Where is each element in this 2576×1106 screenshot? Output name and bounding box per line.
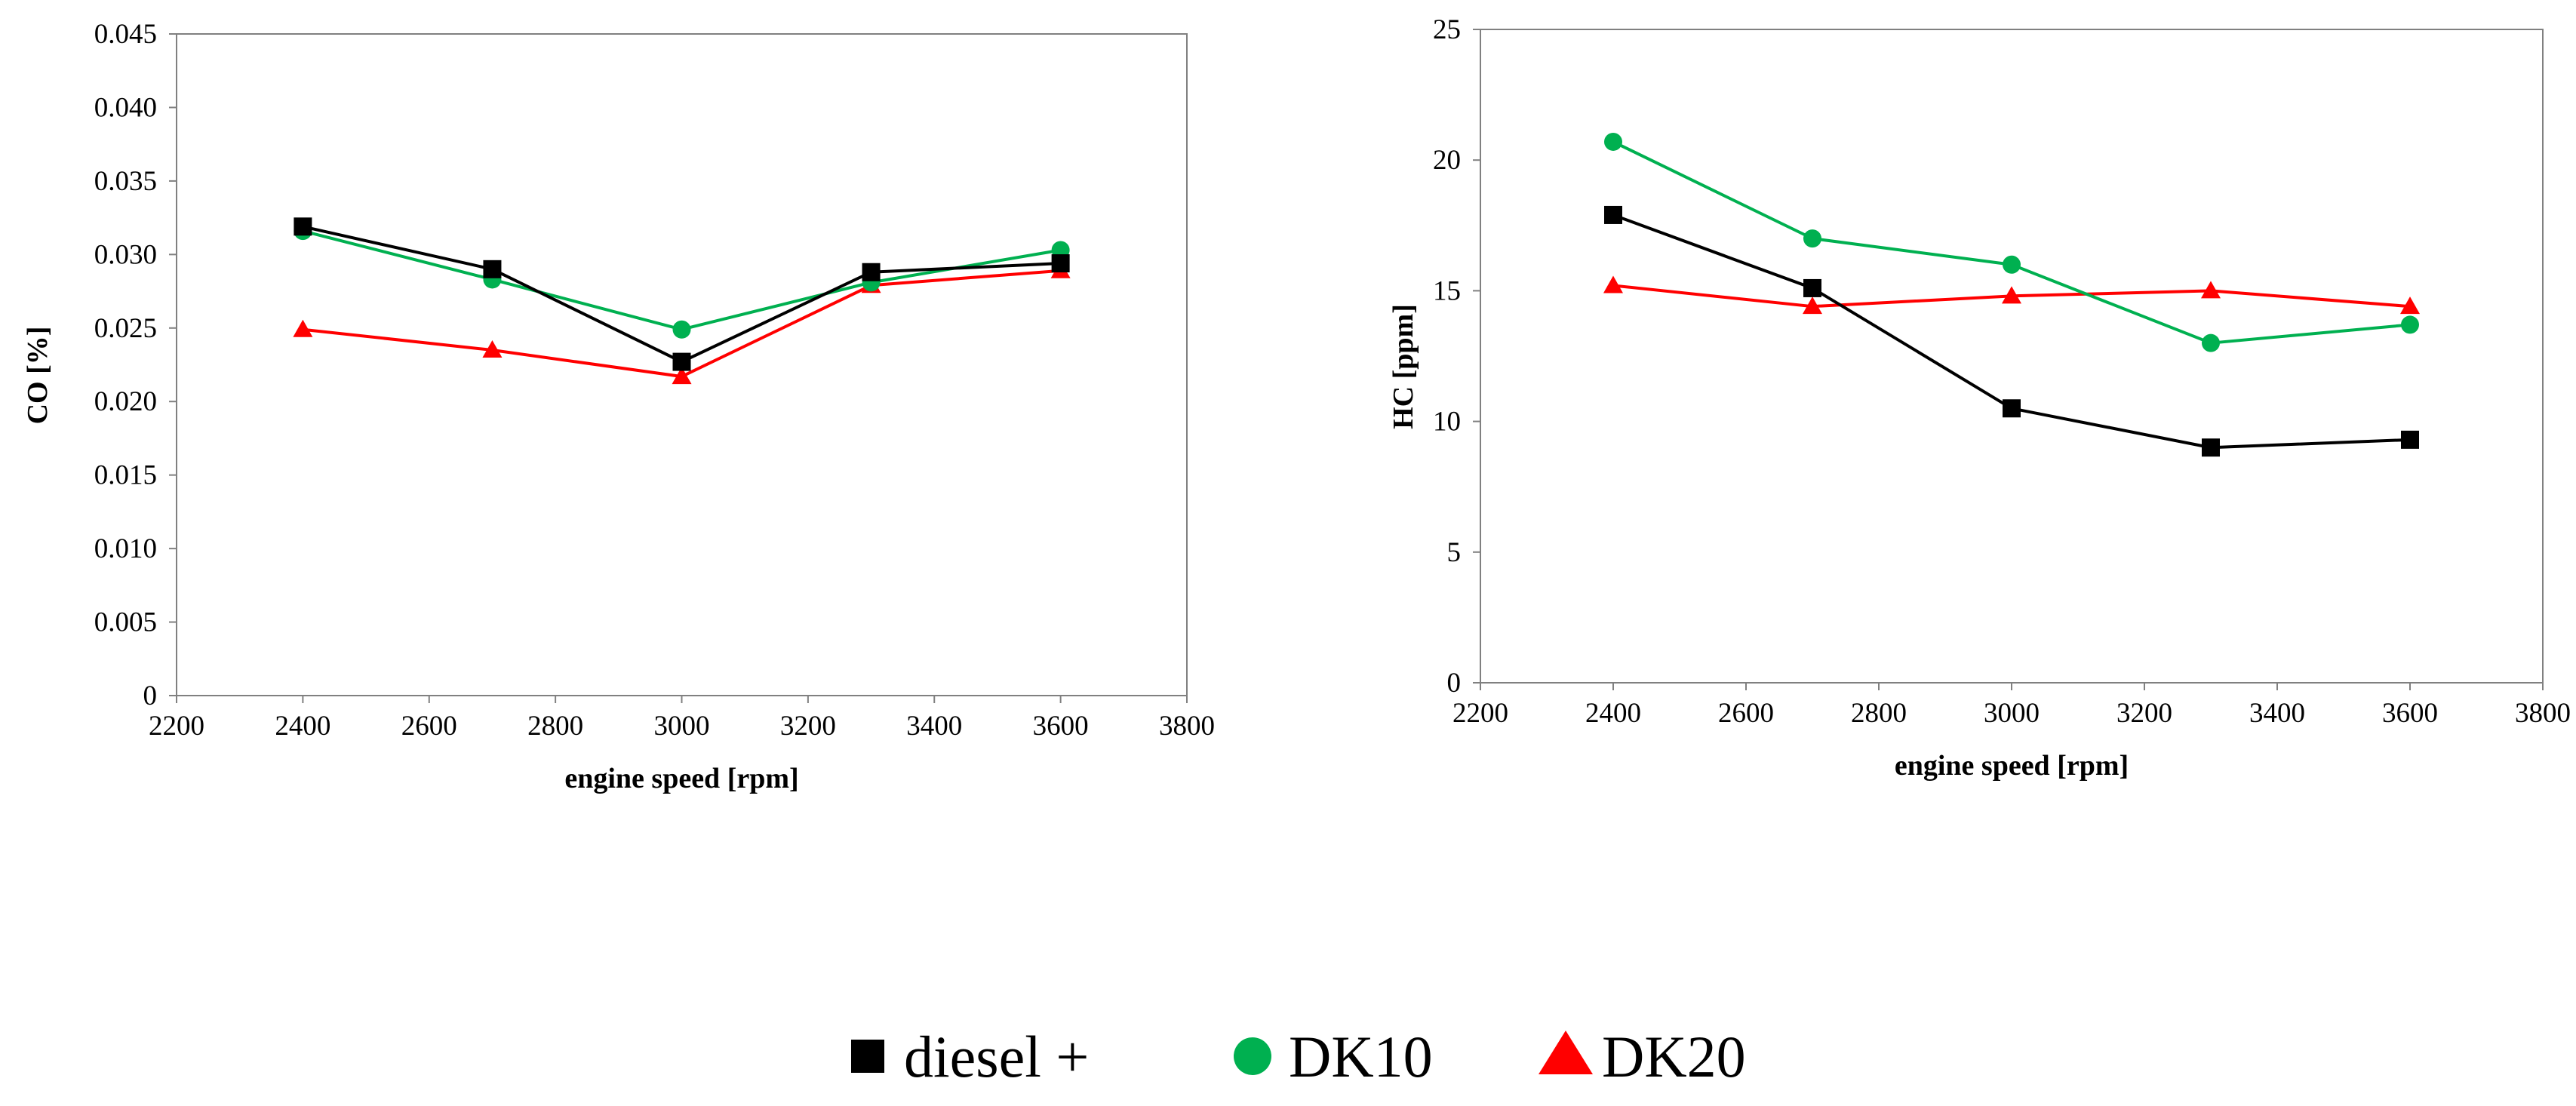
- square-marker-icon: [851, 1040, 884, 1073]
- co-x-tick-label: 3000: [654, 711, 710, 742]
- hc-y-tick-label: 20: [1433, 145, 1461, 176]
- co-y-tick-label: 0: [143, 680, 158, 711]
- co-y-tick-label: 0.025: [94, 313, 157, 344]
- co-y-tick-label: 0.030: [94, 239, 157, 270]
- co-dk20-point: [672, 367, 692, 385]
- hc-y-tick-label: 5: [1447, 537, 1462, 568]
- hc-x-tick-label: 3200: [2116, 698, 2172, 729]
- co-dk20-point: [482, 340, 503, 358]
- hc-dk10-point: [1803, 229, 1821, 248]
- hc-diesel-point: [2202, 438, 2220, 457]
- co-y-tick-label: 0.040: [94, 92, 157, 123]
- hc-y-axis-title: HC [ppm]: [1388, 304, 1419, 429]
- co-x-tick-label: 3200: [780, 711, 836, 742]
- hc-x-tick-label: 2200: [1452, 698, 1508, 729]
- hc-diesel-point: [1604, 205, 1622, 224]
- hc-dk20-point: [2400, 296, 2420, 315]
- hc-diesel-point: [2401, 430, 2419, 449]
- hc-x-tick-label: 3400: [2249, 698, 2305, 729]
- hc-y-tick-label: 0: [1447, 668, 1462, 699]
- co-y-tick-label: 0.020: [94, 386, 157, 417]
- co-dk20-point: [293, 319, 313, 337]
- hc-y-tick-label: 10: [1433, 407, 1461, 438]
- hc-chart: 0 5 10 15 20 25 2200 2400 2600 2800 3000 3200 3400 36…: [1388, 14, 2571, 782]
- co-y-axis-title: CO [%]: [22, 327, 54, 425]
- hc-dk20-point: [1803, 296, 1822, 315]
- co-chart: 0 0.005 0.010 0.015 0.020 0.025 0.030 0.035 0.04…: [22, 19, 1215, 794]
- co-diesel-point: [862, 263, 881, 281]
- co-x-tick-label: 3600: [1033, 711, 1089, 742]
- legend-item-dk20: DK20: [1539, 1024, 1746, 1089]
- co-x-axis-title: engine speed [rpm]: [564, 763, 798, 794]
- co-diesel-point: [1051, 254, 1070, 273]
- co-x-tick-label: 3400: [906, 711, 962, 742]
- hc-plot-area: [1480, 29, 2544, 684]
- legend-label: diesel +: [904, 1024, 1089, 1089]
- co-x-tick-label: 2200: [149, 711, 204, 742]
- co-diesel-point: [294, 217, 312, 236]
- legend-label: DK10: [1289, 1024, 1433, 1089]
- hc-x-tick-label: 2800: [1851, 698, 1907, 729]
- triangle-marker-icon: [1539, 1031, 1593, 1074]
- co-y-tick-label: 0.035: [94, 166, 157, 197]
- legend-item-dk10: DK10: [1234, 1024, 1433, 1089]
- co-diesel-point: [672, 352, 691, 371]
- hc-dk10-point: [2202, 333, 2220, 352]
- co-x-tick-label: 2600: [401, 711, 457, 742]
- hc-x-tick-label: 3600: [2382, 698, 2438, 729]
- hc-dk20-point: [1603, 275, 1623, 293]
- hc-x-tick-label: 2400: [1585, 698, 1641, 729]
- legend: diesel + DK10 DK20: [851, 1024, 1746, 1089]
- co-x-tick-label: 3800: [1159, 711, 1215, 742]
- hc-dk10-point: [2401, 315, 2419, 334]
- hc-y-tick-label: 15: [1433, 275, 1461, 306]
- co-y-tick-label: 0.015: [94, 460, 157, 491]
- co-y-tick-label: 0.045: [94, 19, 157, 50]
- circle-marker-icon: [1234, 1037, 1271, 1075]
- co-x-tick-label: 2400: [275, 711, 330, 742]
- hc-diesel-point: [2003, 399, 2021, 418]
- co-dk10-point: [672, 320, 691, 339]
- legend-label: DK20: [1602, 1024, 1746, 1089]
- co-x-tick-label: 2800: [527, 711, 583, 742]
- hc-y-tick-label: 25: [1433, 14, 1461, 45]
- hc-dk20-point: [2002, 286, 2021, 304]
- hc-diesel-point: [1803, 278, 1821, 297]
- hc-dk20-point: [2201, 281, 2221, 299]
- co-y-tick-label: 0.005: [94, 607, 157, 638]
- legend-item-diesel: diesel +: [851, 1024, 1089, 1089]
- hc-dk10-line: [1612, 140, 2411, 345]
- co-y-tick-label: 0.010: [94, 533, 157, 564]
- hc-dk10-point: [1604, 132, 1622, 151]
- co-diesel-point: [483, 260, 502, 278]
- hc-x-tick-label: 2600: [1718, 698, 1774, 729]
- hc-x-tick-label: 3800: [2515, 698, 2571, 729]
- hc-x-axis-title: engine speed [rpm]: [1895, 750, 2129, 782]
- hc-dk10-point: [2003, 255, 2021, 274]
- hc-x-tick-label: 3000: [1984, 698, 2040, 729]
